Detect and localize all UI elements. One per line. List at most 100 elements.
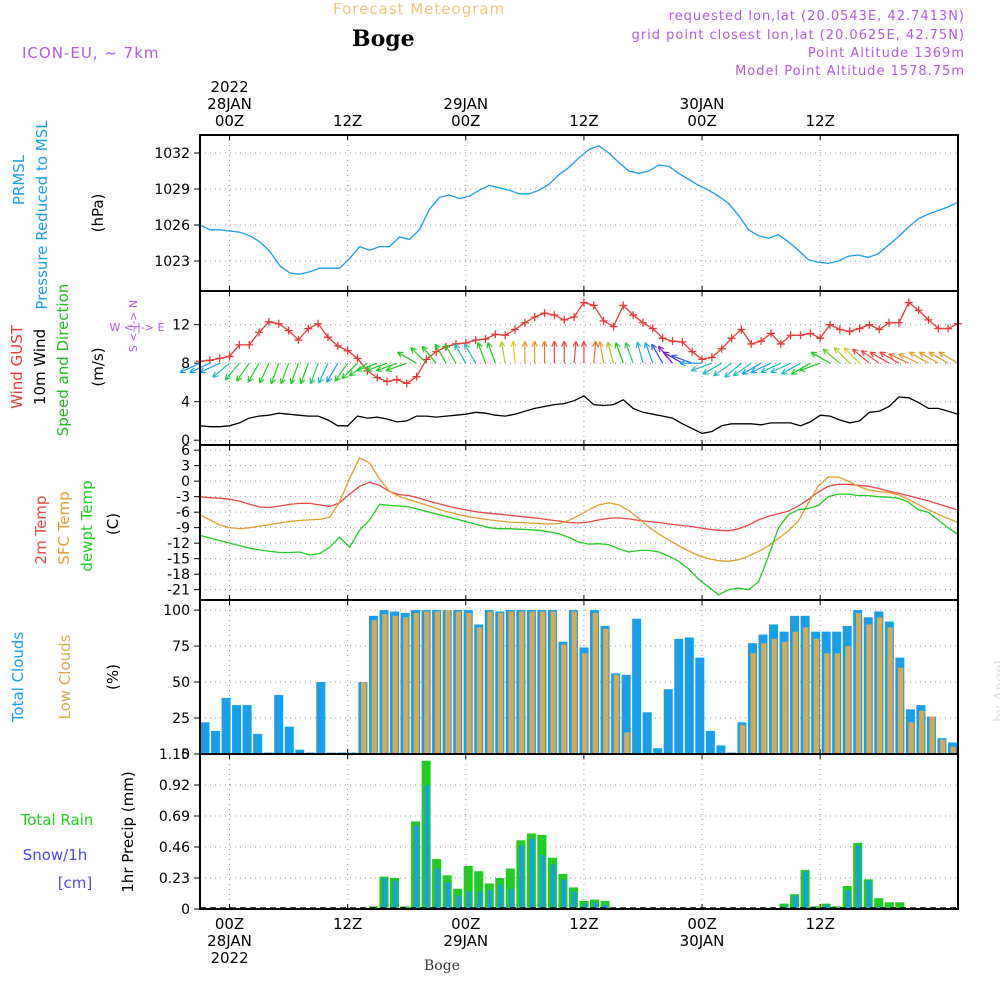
bar-total-clouds [274, 694, 284, 754]
bar-snow-1h [466, 891, 472, 909]
bar-low-clouds [392, 615, 398, 754]
gust-marker [944, 324, 953, 333]
y-tick-label: 6 [181, 443, 190, 459]
bar-total-clouds [653, 748, 663, 754]
bar-low-clouds [476, 627, 483, 754]
bar-low-clouds [550, 611, 556, 754]
time-label-top: 12Z [805, 112, 834, 130]
gust-marker [648, 324, 657, 333]
gust-marker [855, 324, 864, 333]
bar-snow-1h [519, 845, 524, 909]
time-label-bottom: 00Z [451, 915, 480, 933]
gust-marker [343, 346, 352, 355]
y-tick-label: 0 [181, 474, 190, 490]
gust-marker [520, 318, 529, 327]
point-altitude: Point Altitude 1369m [807, 46, 965, 61]
bar-low-clouds [919, 710, 925, 754]
bar-total-clouds [295, 749, 305, 754]
wind-direction-arrow [724, 362, 742, 378]
wind-direction-arrow [326, 362, 339, 383]
wind-direction-arrow [561, 340, 568, 364]
bar-low-clouds [424, 611, 430, 754]
bar-low-clouds [445, 610, 451, 754]
bar-low-clouds [929, 716, 935, 754]
time-label-bottom: 30JAN [680, 932, 725, 950]
bar-low-clouds [887, 627, 893, 754]
y-tick-label: 0.46 [159, 840, 190, 856]
gust-marker [205, 356, 214, 365]
bar-snow-1h [603, 904, 608, 909]
time-label-top: 00Z [451, 112, 480, 130]
wind-direction-arrow [918, 351, 939, 364]
series-line-10m-wind [199, 395, 959, 435]
bar-snow-1h [540, 855, 545, 909]
gust-marker [294, 336, 303, 345]
bar-low-clouds [792, 631, 798, 754]
bar-low-clouds [371, 620, 377, 754]
model-label: ICON-EU, ~ 7km [22, 44, 160, 62]
wind-direction-arrow [397, 351, 417, 364]
wind-direction-arrow [741, 362, 762, 375]
bar-snow-1h [487, 890, 493, 909]
temp-unit: (C) [104, 513, 122, 535]
gust-marker [786, 331, 795, 340]
y-tick-label: -6 [176, 505, 190, 521]
bar-snow-1h [382, 878, 387, 909]
bar-snow-1h [529, 838, 535, 909]
gust-marker [412, 372, 421, 381]
gust-marker [550, 311, 559, 320]
gust-marker [638, 318, 647, 327]
station-name: Boge [352, 26, 415, 52]
wind-direction-arrow [843, 347, 860, 364]
bar-low-clouds [897, 667, 904, 754]
gust-marker [619, 301, 628, 310]
sfctemp-axis-title: SFC Temp [55, 491, 73, 564]
time-label-bottom: 00Z [687, 915, 716, 933]
bar-low-clouds [561, 644, 567, 754]
wind-direction-arrow [606, 341, 615, 364]
gust-marker [727, 334, 736, 343]
gust-marker [402, 379, 411, 388]
wind-direction-arrow [898, 353, 919, 364]
wind-direction-arrow [476, 342, 487, 364]
bar-low-clouds [908, 722, 914, 754]
bar-snow-1h [508, 888, 514, 909]
gust-marker [540, 309, 549, 318]
gust-marker [481, 335, 490, 344]
wind-direction-arrow [833, 347, 851, 364]
clouds-unit: (%) [104, 664, 122, 690]
wind-direction-arrow [580, 340, 588, 364]
y-tick-label: 3 [181, 459, 190, 475]
wind-direction-arrow [928, 351, 949, 364]
series-line-dewpt-temp [199, 493, 959, 596]
wind-direction-arrow [385, 362, 407, 372]
bar-low-clouds [624, 732, 630, 754]
pressure-unit: (hPa) [89, 194, 107, 233]
time-label-top: 12Z [333, 112, 362, 130]
y-tick-label: 0 [181, 902, 190, 918]
meteogram-title: Forecast Meteogram [333, 0, 506, 18]
wind-direction-arrow [521, 340, 529, 364]
pressure-axis-subtitle: Pressure Reduced to MSL [33, 120, 51, 310]
wind-direction-arrow [614, 342, 624, 364]
bar-low-clouds [782, 641, 788, 754]
bar-low-clouds [508, 611, 514, 754]
wind-direction-arrow [279, 362, 290, 385]
bar-snow-1h [824, 904, 830, 909]
wind-direction-arrow [199, 362, 220, 374]
wind-direction-arrow [270, 362, 280, 385]
bar-total-clouds [232, 705, 242, 754]
y-tick-label: 100 [163, 603, 190, 619]
bar-low-clouds [761, 643, 767, 754]
gust-marker [255, 328, 264, 337]
bar-low-clouds [571, 611, 577, 754]
low-clouds-axis-title: Low Clouds [56, 634, 74, 719]
gust-marker [826, 320, 835, 329]
bar-low-clouds [582, 653, 588, 754]
wind-direction-arrow [247, 362, 260, 383]
wind-direction-arrow [679, 360, 703, 367]
wind-direction-arrow [551, 340, 558, 364]
gust-marker [333, 341, 342, 350]
compass-vertical: S <-|-> N [127, 300, 140, 352]
